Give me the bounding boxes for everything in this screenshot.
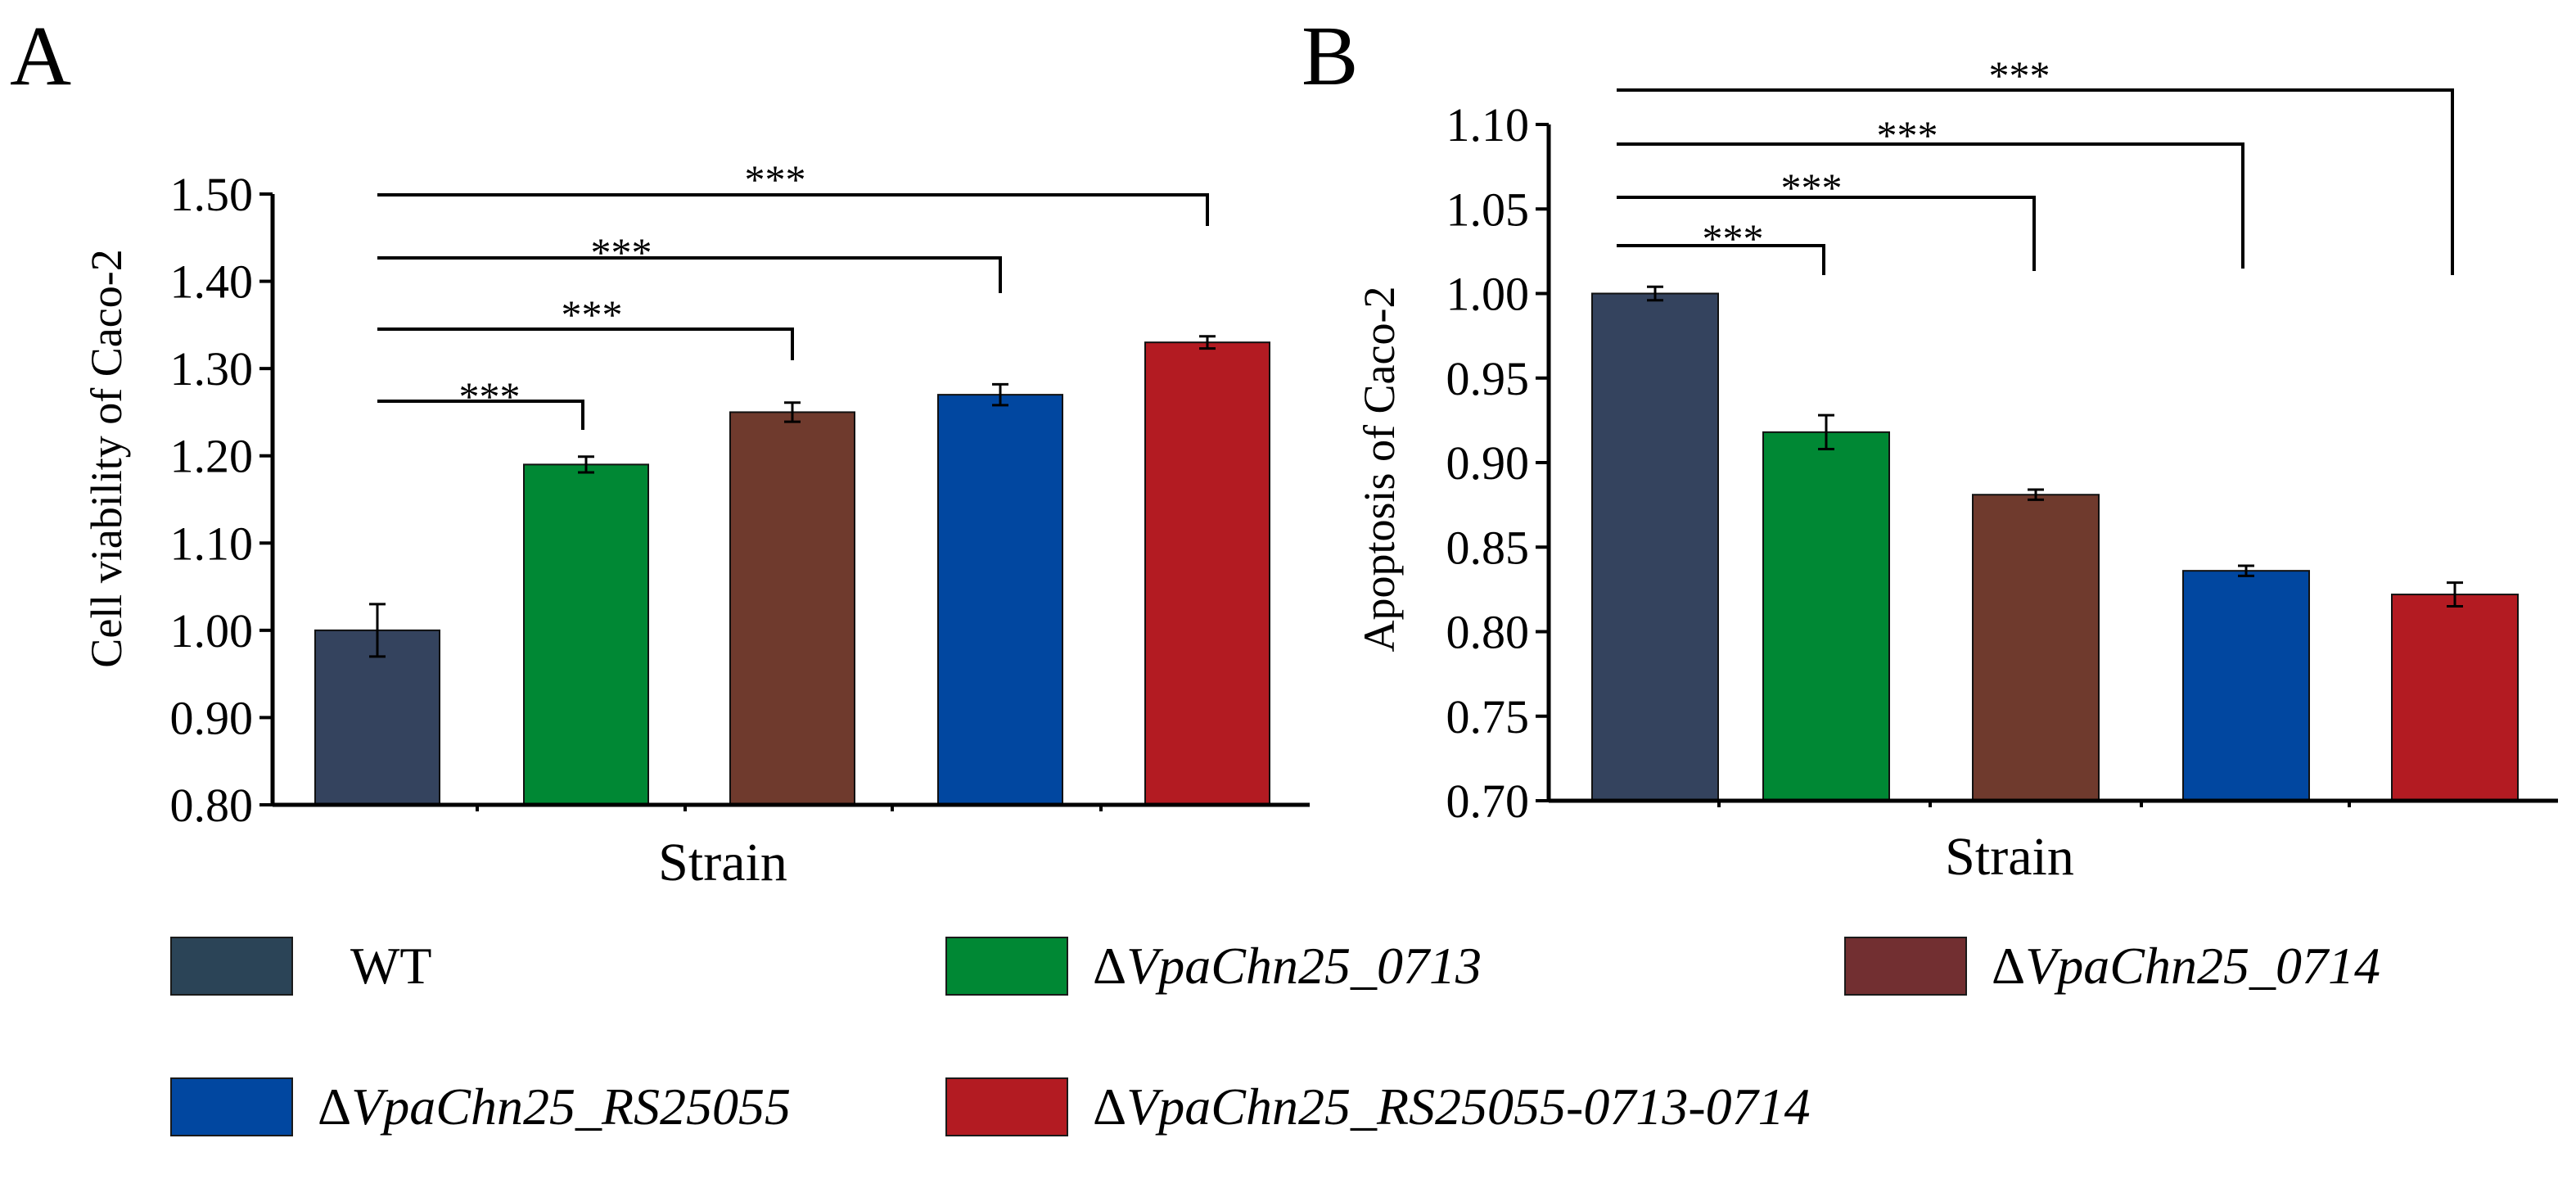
y-tick-label: 0.80 [1446, 606, 1530, 659]
y-axis-label: Apoptosis of Caco-2 [1355, 287, 1404, 653]
y-tick-label: 1.00 [1446, 268, 1530, 321]
y-tick-label: 1.05 [1446, 183, 1530, 236]
panel-a: A 0.80 0.90 1.00 1.10 1.20 1.30 1.40 1.50 Cell vi… [10, 9, 1310, 892]
significance-label: *** [1877, 112, 1938, 158]
y-tick-label: 0.70 [1446, 775, 1530, 828]
panel-letter: A [10, 9, 71, 103]
bar [1144, 341, 1270, 806]
y-tick-label: 0.85 [1446, 521, 1530, 574]
bar [937, 394, 1063, 806]
bar [2182, 570, 2310, 802]
y-tick-label: 0.80 [170, 779, 254, 832]
y-tick-label: 0.90 [170, 691, 254, 744]
significance-bracket [1617, 196, 2036, 271]
significance-bracket [377, 193, 1209, 226]
significance-label: *** [745, 156, 806, 202]
bar [1972, 494, 2100, 802]
significance-bracket [1617, 88, 2454, 275]
y-tick-label: 1.30 [170, 342, 254, 395]
y-tick-label: 1.10 [1446, 98, 1530, 151]
y-tick-label: 1.00 [170, 604, 254, 657]
significance-bracket [1617, 244, 1825, 275]
bar [523, 463, 649, 806]
y-tick-label: 1.50 [170, 168, 254, 221]
significance-bracket [1617, 142, 2244, 269]
y-tick-label: 1.40 [170, 255, 254, 309]
y-tick-label: 0.95 [1446, 352, 1530, 405]
bar [1591, 292, 1719, 802]
y-tick-label: 0.90 [1446, 436, 1530, 490]
significance-bracket [377, 256, 1002, 293]
panel-b: B 0.70 0.75 0.80 0.85 0.90 0.95 1.00 1.05 1.10 Apo… [1302, 9, 2558, 887]
bar [314, 629, 440, 806]
bar [729, 411, 855, 806]
y-tick-label: 1.10 [170, 517, 254, 570]
significance-label: *** [1703, 215, 1764, 261]
significance-label: *** [591, 229, 652, 275]
significance-label: *** [1989, 52, 2050, 98]
significance-label: *** [562, 291, 623, 337]
bar [2391, 594, 2519, 802]
y-tick-label: 1.20 [170, 430, 254, 483]
significance-bracket [377, 400, 584, 430]
x-axis-label: Strain [1945, 827, 2074, 887]
y-axis-label: Cell viability of Caco-2 [82, 249, 131, 667]
y-tick-label: 0.75 [1446, 690, 1530, 743]
x-axis-label: Strain [658, 833, 787, 892]
significance-label: *** [1781, 165, 1843, 210]
significance-label: *** [459, 373, 521, 419]
panel-letter: B [1302, 9, 1358, 103]
bar [1762, 431, 1890, 802]
significance-bracket [377, 327, 794, 360]
